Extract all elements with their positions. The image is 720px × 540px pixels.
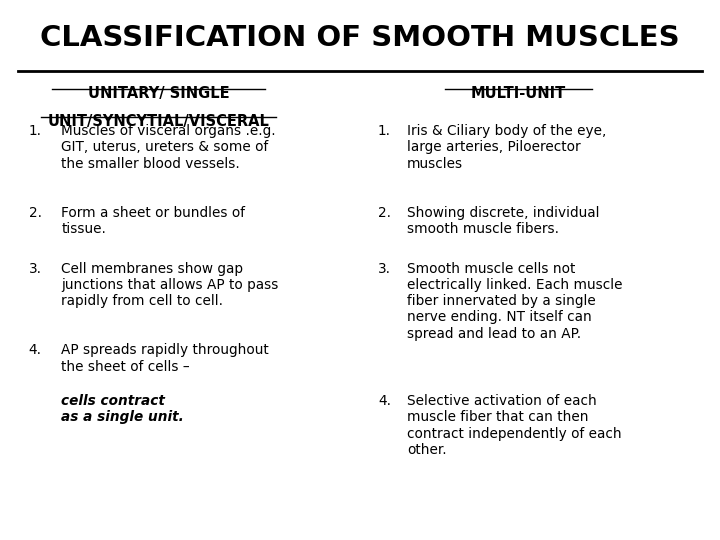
Text: 1.: 1. [29,124,42,138]
Text: UNITARY/ SINGLE: UNITARY/ SINGLE [88,86,229,102]
Text: Form a sheet or bundles of
tissue.: Form a sheet or bundles of tissue. [61,206,246,236]
Text: 4.: 4. [378,394,391,408]
Text: 3.: 3. [378,262,391,276]
Text: Smooth muscle cells not
electrically linked. Each muscle
fiber innervated by a s: Smooth muscle cells not electrically lin… [407,262,622,341]
Text: cells contract
as a single unit.: cells contract as a single unit. [61,394,184,424]
Text: Cell membranes show gap
junctions that allows AP to pass
rapidly from cell to ce: Cell membranes show gap junctions that a… [61,262,279,308]
Text: Selective activation of each
muscle fiber that can then
contract independently o: Selective activation of each muscle fibe… [407,394,621,457]
Text: 2.: 2. [29,206,42,220]
Text: 4.: 4. [29,343,42,357]
Text: CLASSIFICATION OF SMOOTH MUSCLES: CLASSIFICATION OF SMOOTH MUSCLES [40,24,680,52]
Text: 1.: 1. [378,124,391,138]
Text: UNIT/SYNCYTIAL/VISCERAL: UNIT/SYNCYTIAL/VISCERAL [48,114,269,130]
Text: 3.: 3. [29,262,42,276]
Text: Iris & Ciliary body of the eye,
large arteries, Piloerector
muscles: Iris & Ciliary body of the eye, large ar… [407,124,606,171]
Text: MULTI-UNIT: MULTI-UNIT [471,86,566,102]
Text: 2.: 2. [378,206,391,220]
Text: Showing discrete, individual
smooth muscle fibers.: Showing discrete, individual smooth musc… [407,206,599,236]
Text: AP spreads rapidly throughout
the sheet of cells –: AP spreads rapidly throughout the sheet … [61,343,269,374]
Text: Muscles of visceral organs .e.g.
GIT, uterus, ureters & some of
the smaller bloo: Muscles of visceral organs .e.g. GIT, ut… [61,124,276,171]
